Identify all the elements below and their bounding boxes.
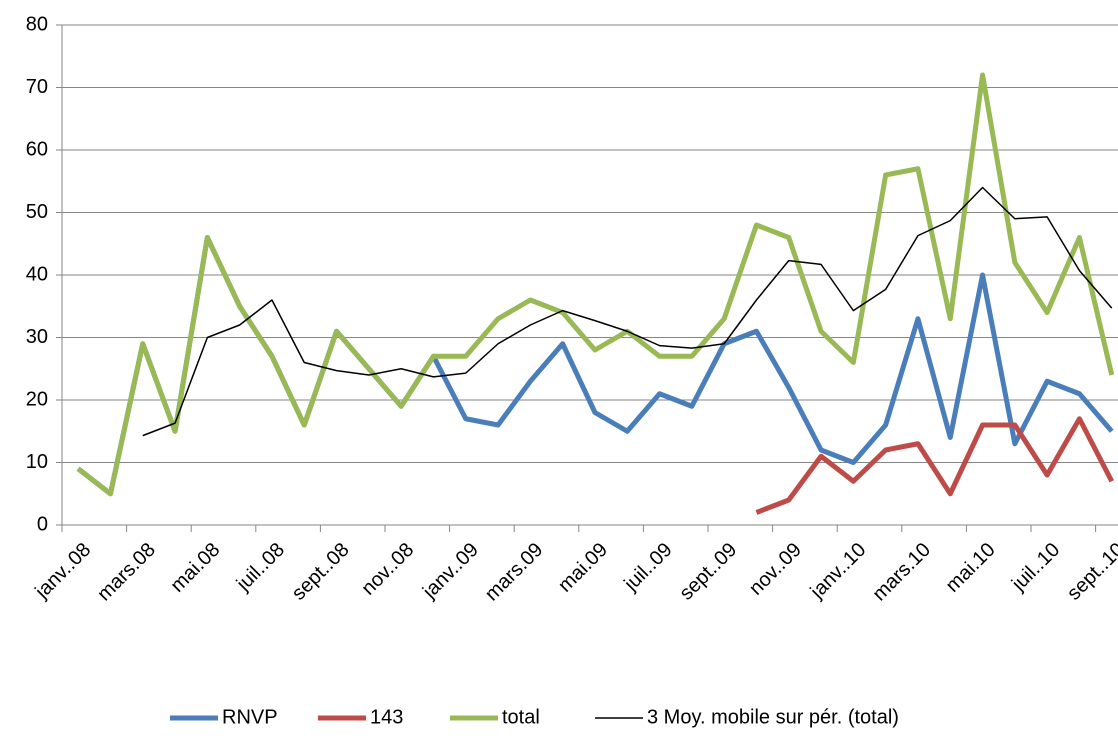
x-tick-label: juil..10	[1007, 539, 1064, 596]
x-tick-label: juil..08	[232, 539, 289, 596]
y-tick-label: 20	[26, 388, 48, 410]
x-tick-label: sept..10	[1063, 539, 1118, 605]
x-tick-label: mai.10	[942, 539, 1000, 597]
series-line	[76, 72, 1115, 497]
x-tick-label: mai.08	[166, 539, 224, 597]
x-tick-label: juil..09	[620, 539, 677, 596]
series-line	[755, 416, 1114, 515]
y-tick-label: 70	[26, 76, 48, 98]
legend-label: 143	[370, 706, 403, 728]
y-tick-label: 10	[26, 451, 48, 473]
x-tick-label: mars.08	[93, 539, 160, 606]
x-tick-label: mars.09	[481, 539, 548, 606]
series-line	[142, 186, 1113, 437]
y-tick-label: 0	[37, 513, 48, 535]
legend-label: 3 Moy. mobile sur pér. (total)	[647, 706, 899, 728]
x-tick-label: nov..09	[745, 539, 806, 600]
x-tick-label: nov..08	[357, 539, 418, 600]
x-tick-label: sept..09	[675, 539, 741, 605]
legend-label: total	[502, 706, 540, 728]
x-tick-label: sept..08	[288, 539, 354, 605]
y-tick-label: 50	[26, 201, 48, 223]
x-tick-label: mai.09	[554, 539, 612, 597]
x-tick-label: janv..10	[806, 539, 871, 604]
x-tick-label: mars.10	[868, 539, 935, 606]
y-tick-label: 30	[26, 326, 48, 348]
y-tick-label: 80	[26, 13, 48, 35]
legend-label: RNVP	[222, 706, 278, 728]
y-tick-label: 40	[26, 263, 48, 285]
x-tick-label: janv..08	[31, 539, 96, 604]
x-tick-label: janv..09	[418, 539, 483, 604]
y-tick-label: 60	[26, 138, 48, 160]
